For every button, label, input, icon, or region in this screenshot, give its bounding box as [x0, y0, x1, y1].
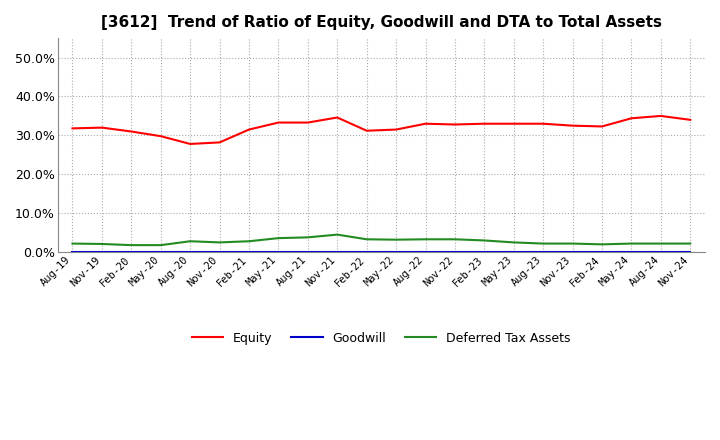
Equity [627, 116, 636, 121]
Line: Deferred Tax Assets: Deferred Tax Assets [73, 235, 690, 245]
Goodwill [186, 249, 194, 255]
Deferred Tax Assets [68, 241, 77, 246]
Equity [686, 117, 695, 122]
Goodwill [274, 249, 283, 255]
Goodwill [362, 249, 371, 255]
Goodwill [451, 249, 459, 255]
Goodwill [333, 249, 341, 255]
Deferred Tax Assets [156, 242, 165, 248]
Equity [451, 122, 459, 127]
Equity [392, 127, 400, 132]
Goodwill [304, 249, 312, 255]
Equity [421, 121, 430, 126]
Equity [127, 129, 135, 134]
Equity [568, 123, 577, 128]
Equity [510, 121, 518, 126]
Deferred Tax Assets [568, 241, 577, 246]
Deferred Tax Assets [304, 235, 312, 240]
Equity [598, 124, 606, 129]
Equity [657, 113, 665, 118]
Equity [274, 120, 283, 125]
Deferred Tax Assets [686, 241, 695, 246]
Equity [245, 127, 253, 132]
Deferred Tax Assets [539, 241, 547, 246]
Equity [68, 126, 77, 131]
Deferred Tax Assets [392, 237, 400, 242]
Goodwill [245, 249, 253, 255]
Deferred Tax Assets [127, 242, 135, 248]
Deferred Tax Assets [480, 238, 489, 243]
Goodwill [657, 249, 665, 255]
Deferred Tax Assets [245, 238, 253, 244]
Goodwill [598, 249, 606, 255]
Deferred Tax Assets [657, 241, 665, 246]
Goodwill [127, 249, 135, 255]
Equity [539, 121, 547, 126]
Goodwill [156, 249, 165, 255]
Equity [333, 115, 341, 120]
Goodwill [392, 249, 400, 255]
Equity [480, 121, 489, 126]
Goodwill [627, 249, 636, 255]
Goodwill [68, 249, 77, 255]
Equity [186, 141, 194, 147]
Goodwill [421, 249, 430, 255]
Goodwill [686, 249, 695, 255]
Deferred Tax Assets [510, 240, 518, 245]
Equity [304, 120, 312, 125]
Deferred Tax Assets [598, 242, 606, 247]
Deferred Tax Assets [274, 235, 283, 241]
Goodwill [215, 249, 224, 255]
Goodwill [568, 249, 577, 255]
Deferred Tax Assets [451, 237, 459, 242]
Deferred Tax Assets [362, 237, 371, 242]
Title: [3612]  Trend of Ratio of Equity, Goodwill and DTA to Total Assets: [3612] Trend of Ratio of Equity, Goodwil… [101, 15, 662, 30]
Goodwill [510, 249, 518, 255]
Equity [156, 133, 165, 139]
Goodwill [480, 249, 489, 255]
Equity [98, 125, 107, 130]
Deferred Tax Assets [186, 238, 194, 244]
Deferred Tax Assets [215, 240, 224, 245]
Deferred Tax Assets [421, 237, 430, 242]
Deferred Tax Assets [627, 241, 636, 246]
Line: Equity: Equity [73, 116, 690, 144]
Legend: Equity, Goodwill, Deferred Tax Assets: Equity, Goodwill, Deferred Tax Assets [187, 327, 576, 350]
Goodwill [539, 249, 547, 255]
Goodwill [98, 249, 107, 255]
Deferred Tax Assets [98, 241, 107, 246]
Equity [362, 128, 371, 133]
Equity [215, 140, 224, 145]
Deferred Tax Assets [333, 232, 341, 237]
